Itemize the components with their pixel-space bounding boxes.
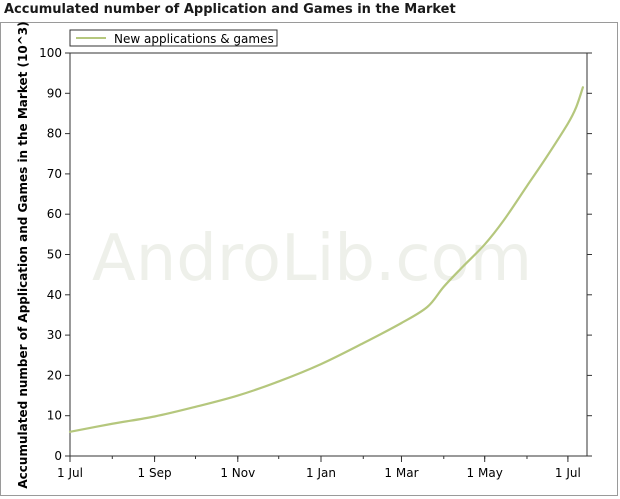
y-tick-label: 90 <box>47 86 62 100</box>
chart-panel <box>0 22 618 496</box>
y-tick-label: 70 <box>47 167 62 181</box>
watermark: AndroLib.com <box>92 222 532 296</box>
legend-label: New applications & games <box>114 32 274 46</box>
x-tick-label: 1 Jul <box>57 466 83 480</box>
y-tick-label: 10 <box>47 409 62 423</box>
y-tick-label: 40 <box>47 288 62 302</box>
x-tick-label: 1 Nov <box>220 466 255 480</box>
y-axis: 0 10 20 30 40 50 60 70 80 90 100 <box>39 46 592 463</box>
x-tick-label: 1 Jul <box>555 466 581 480</box>
x-tick-label: 1 Jan <box>306 466 336 480</box>
y-tick-label: 100 <box>39 46 62 60</box>
y-tick-label: 20 <box>47 368 62 382</box>
legend: New applications & games <box>69 29 278 47</box>
series-layer <box>68 86 585 433</box>
y-tick-label: 60 <box>47 207 62 221</box>
y-tick-label: 50 <box>47 248 62 262</box>
plot-frame <box>69 52 588 457</box>
y-tick-label: 0 <box>54 449 62 463</box>
series-line <box>68 86 585 433</box>
chart-title: Accumulated number of Application and Ga… <box>4 2 456 17</box>
x-axis: 1 Jul 1 Sep 1 Nov 1 Jan 1 Mar 1 May 1 Jul <box>57 456 581 480</box>
legend-box <box>69 29 278 47</box>
x-tick-label: 1 Mar <box>384 466 418 480</box>
x-tick-label: 1 May <box>467 466 503 480</box>
y-tick-label: 80 <box>47 127 62 141</box>
x-tick-label: 1 Sep <box>138 466 172 480</box>
y-axis-label: Accumulated number of Application and Ga… <box>16 21 30 488</box>
y-tick-label: 30 <box>47 328 62 342</box>
